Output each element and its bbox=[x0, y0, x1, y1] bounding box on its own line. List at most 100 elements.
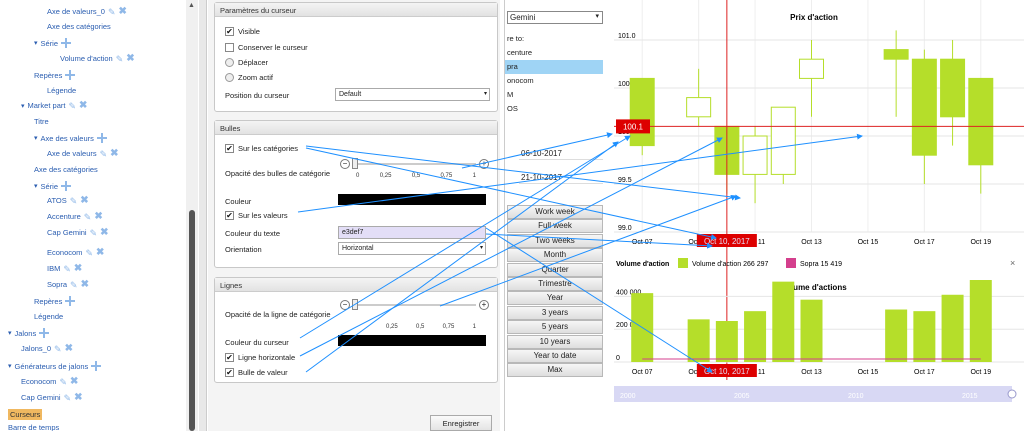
tree-item[interactable]: Titre bbox=[34, 117, 49, 126]
range-button[interactable]: 5 years bbox=[507, 320, 603, 335]
tree-item[interactable]: Cap Gemini ✎ ✖ bbox=[21, 391, 83, 403]
tree-item[interactable]: ▾ Axe des valeurs bbox=[34, 133, 107, 143]
position-select[interactable]: Default ▾ bbox=[335, 88, 490, 101]
range-button[interactable]: Max bbox=[507, 363, 603, 378]
delete-icon[interactable]: ✖ bbox=[118, 5, 127, 17]
delete-icon[interactable]: ✖ bbox=[95, 246, 105, 258]
chevron-down-icon[interactable]: ▾ bbox=[34, 40, 38, 47]
range-button[interactable]: Year bbox=[507, 291, 603, 306]
chevron-down-icon[interactable]: ▾ bbox=[34, 183, 38, 190]
tree-item[interactable]: ▾ Série bbox=[34, 181, 72, 191]
range-button[interactable]: 10 years bbox=[507, 334, 603, 349]
slider-thumb[interactable] bbox=[352, 299, 358, 310]
tree-item[interactable]: Cap Gemini ✎ ✖ bbox=[47, 226, 109, 238]
add-icon[interactable] bbox=[65, 70, 76, 80]
range-button[interactable]: Year to date bbox=[507, 349, 603, 363]
scroll-up-icon[interactable]: ▲ bbox=[188, 2, 195, 9]
on-categories-checkbox[interactable]: ✔ bbox=[225, 144, 234, 153]
tree-item[interactable]: Jalons_0 ✎ ✖ bbox=[21, 343, 73, 353]
range-button[interactable]: Trimestre bbox=[507, 277, 603, 291]
minus-icon[interactable]: − bbox=[340, 159, 350, 169]
range-button[interactable]: Full week bbox=[507, 219, 603, 234]
delete-icon[interactable]: ✖ bbox=[69, 375, 79, 387]
tree-item[interactable]: Volume d'action ✎ ✖ bbox=[60, 52, 135, 64]
on-categories-row[interactable]: ✔ Sur les catégories bbox=[225, 144, 298, 153]
delete-icon[interactable]: ✖ bbox=[73, 262, 83, 274]
range-button[interactable]: 3 years bbox=[507, 305, 603, 320]
chevron-down-icon[interactable]: ▾ bbox=[21, 102, 25, 110]
edit-icon[interactable]: ✎ bbox=[115, 53, 124, 64]
tree-item[interactable]: Econocom ✎ ✖ bbox=[47, 246, 105, 258]
compare-item[interactable]: pra bbox=[505, 60, 603, 74]
tree-item[interactable]: Légende bbox=[47, 86, 76, 95]
horizontal-line-checkbox[interactable]: ✔ bbox=[225, 353, 234, 362]
edit-icon[interactable]: ✎ bbox=[63, 263, 71, 274]
tree-item[interactable]: ▾ Market part ✎ ✖ bbox=[21, 99, 88, 111]
edit-icon[interactable]: ✎ bbox=[89, 227, 98, 238]
edit-icon[interactable]: ✎ bbox=[63, 392, 72, 403]
chevron-down-icon[interactable]: ▾ bbox=[8, 363, 12, 370]
tree-item[interactable]: ▾ Générateurs de jalons bbox=[8, 361, 102, 371]
zoom-row[interactable]: Zoom actif bbox=[225, 73, 273, 82]
add-icon[interactable] bbox=[61, 38, 72, 48]
compare-item[interactable]: onocom bbox=[507, 76, 534, 85]
move-radio[interactable] bbox=[225, 58, 234, 67]
move-row[interactable]: Déplacer bbox=[225, 58, 268, 67]
line-opacity-slider[interactable]: − + 0,25 0,5 0,75 1 bbox=[340, 298, 490, 330]
delete-icon[interactable]: ✖ bbox=[94, 210, 103, 222]
plus-icon[interactable]: + bbox=[479, 159, 489, 169]
compare-item[interactable]: OS bbox=[507, 104, 518, 113]
add-icon[interactable] bbox=[65, 296, 76, 306]
visible-row[interactable]: ✔ Visible bbox=[225, 27, 260, 36]
value-bubble-row[interactable]: ✔ Bulle de valeur bbox=[225, 368, 288, 377]
tree-item[interactable]: Sopra ✎ ✖ bbox=[47, 278, 89, 290]
edit-icon[interactable]: ✎ bbox=[59, 376, 67, 387]
range-button[interactable]: Two weeks bbox=[507, 233, 603, 248]
delete-icon[interactable]: ✖ bbox=[80, 278, 89, 290]
tree-item[interactable]: Econocom ✎ ✖ bbox=[21, 375, 79, 387]
date-from[interactable]: 06-10-2017 bbox=[519, 147, 603, 160]
add-icon[interactable] bbox=[91, 361, 102, 371]
slider-thumb[interactable] bbox=[352, 158, 358, 169]
tree-scroll-thumb[interactable] bbox=[189, 210, 195, 431]
zoom-radio[interactable] bbox=[225, 73, 234, 82]
edit-icon[interactable]: ✎ bbox=[70, 279, 78, 290]
text-color-input[interactable]: e3def7 bbox=[338, 226, 486, 239]
bubble-opacity-slider[interactable]: − + 0 0,25 0,5 0,75 1 bbox=[340, 157, 490, 183]
tree-item[interactable]: IBM ✎ ✖ bbox=[47, 262, 83, 274]
tree-item[interactable]: Axe des catégories bbox=[47, 22, 111, 31]
on-values-checkbox[interactable]: ✔ bbox=[225, 211, 234, 220]
edit-icon[interactable]: ✎ bbox=[107, 6, 116, 17]
tree-item[interactable]: Légende bbox=[34, 312, 63, 321]
delete-icon[interactable]: ✖ bbox=[110, 147, 119, 159]
value-bubble-checkbox[interactable]: ✔ bbox=[225, 368, 234, 377]
date-to[interactable]: 21-10-2017 bbox=[519, 171, 603, 184]
plus-icon[interactable]: + bbox=[479, 300, 489, 310]
horizontal-line-row[interactable]: ✔ Ligne horizontale bbox=[225, 353, 295, 362]
keep-cursor-checkbox[interactable] bbox=[225, 43, 234, 52]
add-icon[interactable] bbox=[61, 181, 72, 191]
compare-item[interactable]: centure bbox=[507, 48, 533, 57]
tree-item[interactable]: Axe de valeurs_0 ✎ ✖ bbox=[47, 5, 127, 17]
edit-icon[interactable]: ✎ bbox=[69, 195, 78, 206]
tree-item[interactable]: Barre de temps bbox=[8, 423, 59, 431]
tree-item[interactable]: ATOS ✎ ✖ bbox=[47, 195, 89, 206]
tree-item[interactable]: ▾ Jalons bbox=[8, 328, 50, 338]
delete-icon[interactable]: ✖ bbox=[100, 226, 109, 238]
edit-icon[interactable]: ✎ bbox=[85, 247, 93, 258]
delete-icon[interactable]: ✖ bbox=[126, 52, 135, 64]
splitter[interactable] bbox=[199, 0, 207, 431]
tree-item[interactable]: Axe de valeurs ✎ ✖ bbox=[47, 147, 119, 159]
delete-icon[interactable]: ✖ bbox=[79, 99, 88, 111]
edit-icon[interactable]: ✎ bbox=[99, 148, 108, 159]
minus-icon[interactable]: − bbox=[340, 300, 350, 310]
chevron-down-icon[interactable]: ▾ bbox=[34, 135, 38, 142]
edit-icon[interactable]: ✎ bbox=[68, 100, 76, 111]
tree-item[interactable]: Curseurs bbox=[8, 409, 43, 420]
add-icon[interactable] bbox=[39, 328, 50, 338]
bubble-color-swatch[interactable] bbox=[338, 194, 486, 205]
tree-item[interactable]: Accenture ✎ ✖ bbox=[47, 210, 103, 222]
tree-item[interactable]: Axe des catégories bbox=[34, 165, 98, 174]
delete-icon[interactable]: ✖ bbox=[74, 391, 83, 403]
save-button[interactable]: Enregistrer bbox=[430, 415, 492, 431]
